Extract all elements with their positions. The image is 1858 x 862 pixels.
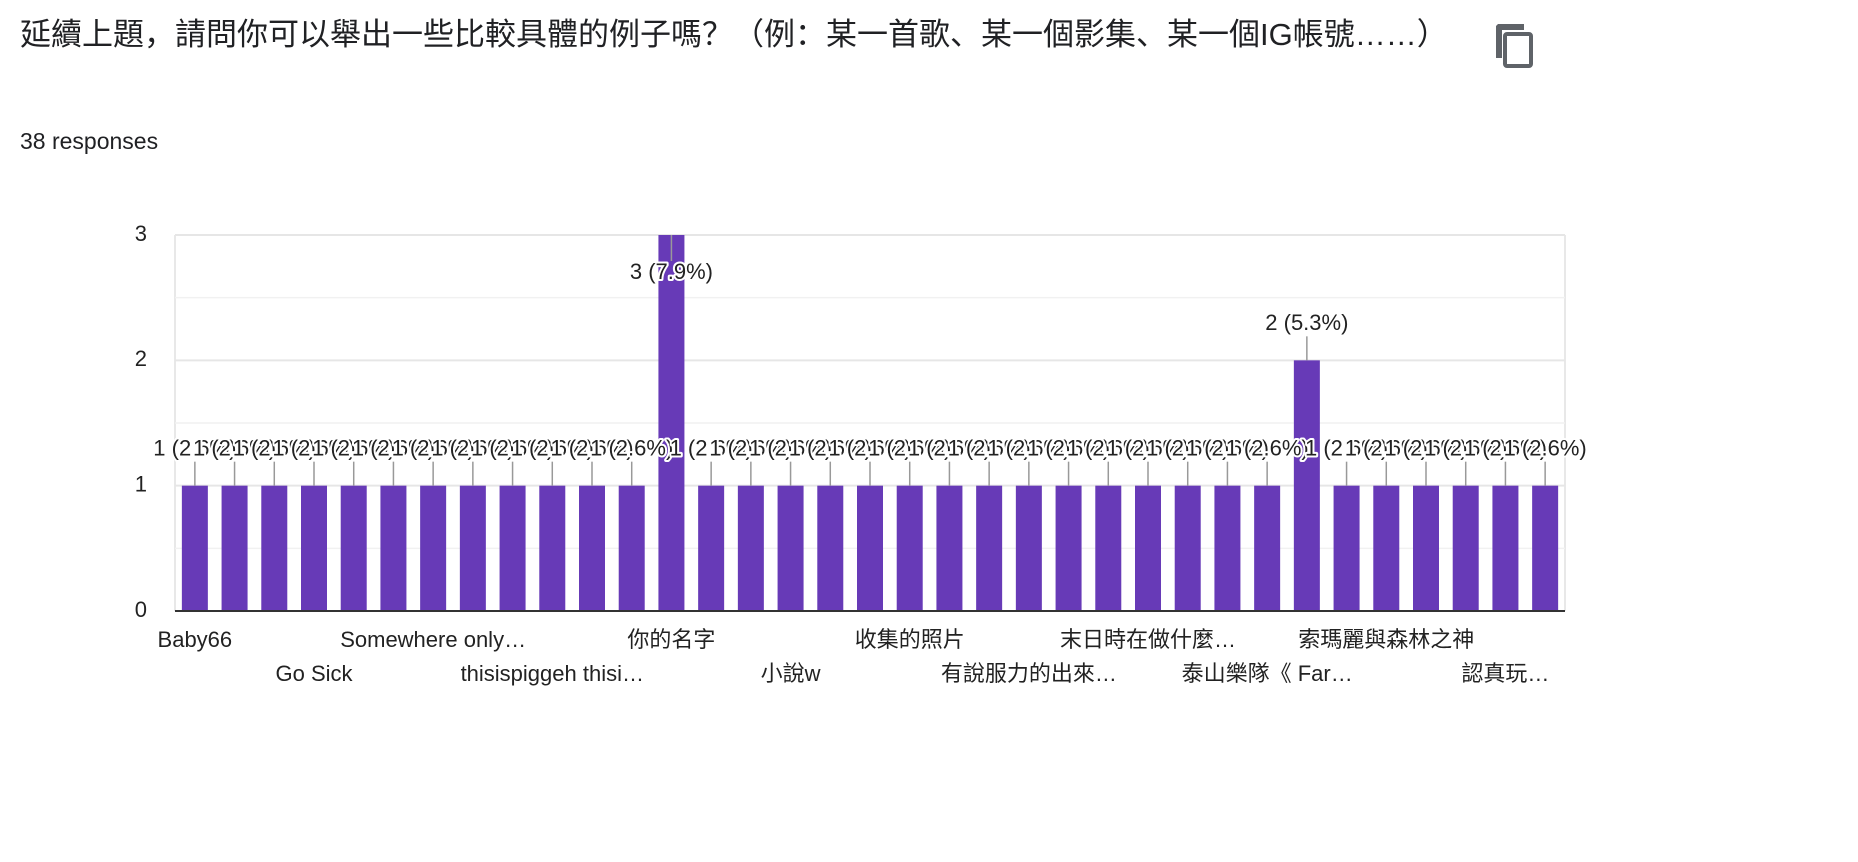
copy-icon[interactable] [1490, 20, 1536, 70]
bar [1492, 485, 1519, 611]
y-tick-label: 0 [135, 597, 147, 622]
value-label: 1 (2.6%) [590, 435, 673, 460]
value-label: 1 (2.6%) [987, 435, 1070, 460]
value-label: 3 (7.9%) [630, 259, 713, 284]
bar [1452, 485, 1479, 611]
bar [301, 485, 327, 611]
bar [261, 485, 288, 611]
value-label: 1 (2.6%) [153, 435, 236, 460]
value-label: 1 (2.6%) [193, 435, 276, 460]
bar [777, 485, 804, 611]
bar [737, 485, 764, 611]
x-tick-label: 泰山樂隊《 Far… [1182, 661, 1353, 686]
x-tick-label: 小說w [761, 661, 821, 686]
x-tick-label: 末日時在做什麼… [1060, 627, 1236, 652]
value-label: 1 (2.6%) [709, 435, 792, 460]
bar [658, 235, 685, 611]
y-tick-label: 3 [135, 221, 147, 246]
response-count: 38 responses [20, 128, 159, 154]
y-tick-label: 2 [135, 346, 147, 371]
y-tick-label: 1 [135, 471, 147, 496]
x-tick-label: 你的名字 [627, 627, 715, 652]
bar [420, 485, 447, 611]
copy-icon-front [1503, 32, 1533, 68]
x-tick-label: 有說服力的出來… [941, 661, 1117, 686]
value-label: 1 (2.6%) [550, 435, 633, 460]
value-label: 1 (2.6%) [1106, 435, 1189, 460]
bar [857, 485, 883, 611]
value-label: 1 (2.6%) [1384, 435, 1467, 460]
value-label: 1 (2.6%) [948, 435, 1031, 460]
bar [539, 485, 566, 611]
bar [896, 485, 923, 611]
bar [1254, 485, 1281, 611]
value-label: 2 (5.3%) [1265, 310, 1348, 335]
bar [618, 485, 645, 611]
value-label: 1 (2.6%) [1305, 435, 1388, 460]
bar [181, 485, 208, 611]
bar [340, 485, 367, 611]
x-tick-label: 認真玩… [1461, 661, 1549, 686]
value-label: 1 (2.6%) [392, 435, 475, 460]
bar [1055, 485, 1082, 611]
bar [579, 485, 605, 611]
bar [817, 485, 844, 611]
value-label: 1 (2.6%) [749, 435, 832, 460]
value-label: 1 (2.6%) [908, 435, 991, 460]
value-label: 1 (2.6%) [1345, 435, 1428, 460]
bar [1174, 485, 1201, 611]
value-label: 1 (2.6%) [1027, 435, 1110, 460]
value-label: 1 (2.6%) [1504, 435, 1587, 460]
bar [698, 485, 725, 611]
value-label: 1 (2.6%) [670, 435, 753, 460]
value-label: 1 (2.6%) [272, 435, 355, 460]
copy-icon-back [1496, 24, 1524, 58]
x-tick-label: Somewhere only… [340, 627, 526, 652]
x-tick-label: Baby66 [158, 627, 233, 652]
bar [1015, 485, 1042, 611]
value-label: 1 (2.6%) [312, 435, 395, 460]
bar [936, 485, 963, 611]
x-tick-label: 索瑪麗與森林之神 [1298, 627, 1474, 652]
value-label: 1 (2.6%) [1186, 435, 1269, 460]
bar [380, 485, 407, 611]
bar [976, 485, 1003, 611]
value-label: 1 (2.6%) [511, 435, 594, 460]
value-label: 1 (2.6%) [1067, 435, 1150, 460]
value-label: 1 (2.6%) [1226, 435, 1309, 460]
bar [221, 485, 248, 611]
x-tick-label: thisispiggeh thisi… [461, 661, 644, 686]
value-label: 1 (2.6%) [352, 435, 435, 460]
bar [1095, 485, 1122, 611]
value-label: 1 (2.6%) [431, 435, 514, 460]
x-tick-label: Go Sick [275, 661, 353, 686]
bar [1333, 485, 1360, 611]
bar [1532, 485, 1559, 611]
value-label: 1 (2.6%) [471, 435, 554, 460]
bar [459, 485, 486, 611]
bar [1214, 485, 1241, 611]
value-label: 1 (2.6%) [1464, 435, 1547, 460]
bar [1413, 485, 1439, 611]
value-label: 1 (2.6%) [233, 435, 316, 460]
x-tick-label: 收集的照片 [855, 627, 965, 652]
bar [1373, 485, 1400, 611]
value-label: 1 (2.6%) [868, 435, 951, 460]
bar [1135, 485, 1161, 611]
bar [499, 485, 526, 611]
value-label: 1 (2.6%) [828, 435, 911, 460]
question-title: 延續上題，請問你可以舉出一些比較具體的例子嗎？（例：某一首歌、某一個影集、某一個… [20, 17, 1448, 52]
value-label: 1 (2.6%) [1424, 435, 1507, 460]
value-label: 1 (2.6%) [1146, 435, 1229, 460]
bar [1293, 360, 1320, 611]
value-label: 1 (2.6%) [789, 435, 872, 460]
